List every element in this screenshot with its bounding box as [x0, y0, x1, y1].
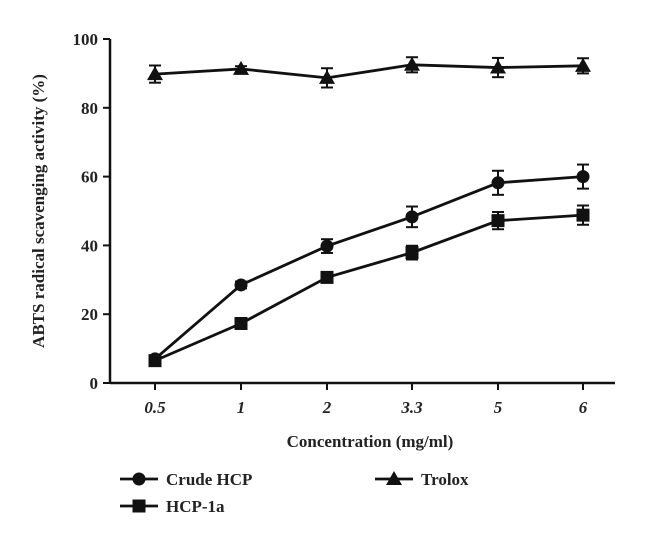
legend: Crude HCP HCP-1a Trolox	[120, 470, 469, 516]
legend-item-triangle: Trolox	[375, 470, 469, 489]
series-line	[154, 175, 584, 360]
x-tick-label: 5	[494, 398, 503, 417]
y-tick-label: 0	[90, 374, 99, 393]
legend-marker	[132, 499, 146, 513]
series-triangle	[147, 56, 591, 89]
data-point	[234, 316, 248, 330]
x-tick-label: 2	[322, 398, 332, 417]
legend-label: Crude HCP	[166, 470, 252, 489]
legend-label: HCP-1a	[166, 497, 225, 516]
series-circle	[148, 163, 590, 366]
data-point	[405, 246, 419, 260]
x-tick-label: 0.5	[144, 398, 166, 417]
legend-item-circle: Crude HCP	[120, 470, 252, 489]
data-point	[147, 66, 163, 81]
legend-marker	[132, 472, 146, 486]
legend-item-square: HCP-1a	[120, 497, 225, 516]
legend-label: Trolox	[421, 470, 469, 489]
data-point	[491, 214, 505, 228]
y-tick-label: 80	[81, 99, 98, 118]
x-tick-label: 1	[237, 398, 246, 417]
data-point	[576, 208, 590, 222]
data-point	[234, 278, 248, 292]
series-line	[154, 63, 584, 80]
x-axis-title: Concentration (mg/ml)	[287, 432, 454, 451]
series-line	[154, 213, 584, 362]
y-tick-label: 60	[81, 168, 98, 187]
y-axis-title: ABTS radical scavenging activity (%)	[29, 74, 48, 348]
data-point	[320, 270, 334, 284]
data-point	[319, 69, 335, 84]
y-tick-label: 100	[73, 30, 99, 49]
data-point	[405, 210, 419, 224]
data-point	[404, 56, 420, 71]
x-tick-label: 3.3	[400, 398, 423, 417]
data-point	[320, 239, 334, 253]
legend-marker	[386, 471, 402, 485]
y-tick-label: 20	[81, 305, 98, 324]
axes: 0 20 40 60 80 100 0.5 1 2 3.3 5 6	[73, 30, 615, 417]
plot-area	[147, 56, 591, 368]
data-point	[491, 176, 505, 190]
y-tick-label: 40	[81, 236, 98, 255]
x-tick-label: 6	[579, 398, 588, 417]
data-point	[233, 60, 249, 75]
data-point	[490, 59, 506, 74]
data-point	[575, 57, 591, 72]
series-square	[148, 204, 590, 368]
data-point	[148, 354, 162, 368]
data-point	[576, 170, 590, 184]
